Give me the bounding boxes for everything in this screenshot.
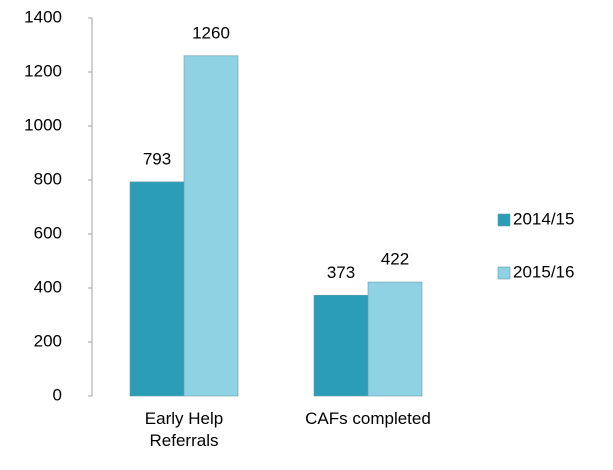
data-label: 1260 [192, 23, 230, 42]
legend-swatch [497, 213, 511, 227]
y-tick-label: 600 [34, 223, 62, 242]
legend-label: 2014/15 [513, 209, 574, 228]
data-label: 793 [143, 149, 171, 168]
data-label: 422 [381, 250, 409, 269]
y-tick-label: 1000 [24, 115, 62, 134]
y-tick-label: 1400 [24, 7, 62, 26]
bar [129, 181, 185, 397]
y-tick-label: 0 [53, 385, 62, 404]
y-tick-label: 1200 [24, 61, 62, 80]
bar [183, 55, 239, 397]
y-tick-label: 400 [34, 277, 62, 296]
legend-label: 2015/16 [513, 262, 574, 281]
bar [313, 294, 369, 397]
y-tick-label: 200 [34, 331, 62, 350]
bar [367, 281, 423, 397]
legend-swatch [497, 266, 511, 280]
y-tick-label: 800 [34, 169, 62, 188]
x-tick-label: CAFs completed [305, 409, 431, 428]
data-label: 373 [327, 263, 355, 282]
x-tick-label: Early Help Referrals [144, 409, 224, 450]
